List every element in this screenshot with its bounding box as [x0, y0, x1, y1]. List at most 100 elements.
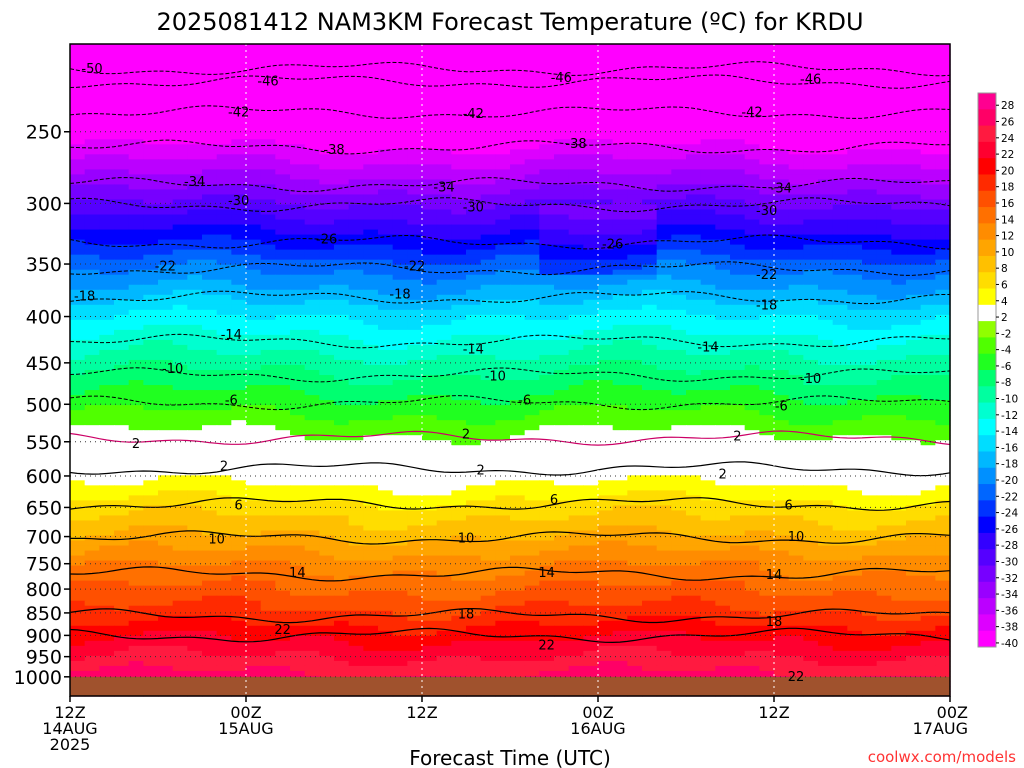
temperature-cell — [466, 134, 482, 140]
temperature-cell — [392, 84, 408, 90]
temperature-cell — [495, 224, 511, 231]
temperature-cell — [891, 189, 907, 196]
temperature-cell — [128, 420, 144, 426]
temperature-cell — [290, 129, 306, 135]
temperature-cell — [568, 284, 584, 291]
temperature-cell — [524, 274, 540, 281]
temperature-cell — [862, 214, 878, 221]
temperature-cell — [730, 69, 746, 75]
temperature-cell — [598, 334, 614, 341]
temperature-cell — [510, 309, 526, 316]
temperature-cell — [275, 304, 291, 311]
temperature-cell — [700, 269, 716, 276]
temperature-cell — [260, 134, 276, 140]
temperature-cell — [114, 304, 130, 311]
temperature-cell — [392, 229, 408, 236]
temperature-cell — [246, 334, 262, 341]
temperature-cell — [246, 134, 262, 140]
temperature-cell — [84, 89, 100, 95]
temperature-cell — [466, 149, 482, 155]
temperature-cell — [642, 364, 658, 371]
temperature-cell — [187, 364, 203, 371]
temperature-cell — [480, 179, 496, 186]
temperature-cell — [480, 194, 496, 201]
temperature-cell — [480, 354, 496, 361]
temperature-cell — [774, 69, 790, 75]
temperature-cell — [407, 385, 423, 391]
temperature-cell — [260, 274, 276, 281]
temperature-cell — [891, 299, 907, 306]
temperature-cell — [906, 334, 922, 341]
temperature-cell — [158, 109, 174, 115]
temperature-cell — [832, 189, 848, 196]
temperature-cell — [407, 174, 423, 181]
temperature-cell — [583, 64, 599, 70]
temperature-cell — [290, 79, 306, 85]
temperature-cell — [612, 430, 628, 436]
temperature-cell — [715, 214, 731, 221]
temperature-cell — [407, 354, 423, 361]
temperature-cell — [231, 410, 247, 416]
temperature-cell — [876, 329, 892, 336]
temperature-cell — [671, 194, 687, 201]
temperature-cell — [231, 84, 247, 90]
temperature-cell — [158, 400, 174, 406]
temperature-cell — [319, 415, 335, 421]
temperature-cell — [935, 249, 951, 256]
temperature-cell — [436, 314, 452, 321]
temperature-cell — [876, 199, 892, 206]
temperature-cell — [392, 219, 408, 226]
temperature-cell — [510, 239, 526, 246]
temperature-cell — [539, 99, 555, 105]
temperature-cell — [290, 420, 306, 426]
temperature-cell — [451, 284, 467, 291]
temperature-cell — [451, 264, 467, 271]
temperature-cell — [730, 400, 746, 406]
temperature-cell — [818, 109, 834, 115]
temperature-cell — [832, 154, 848, 160]
temperature-cell — [363, 184, 379, 191]
temperature-cell — [876, 319, 892, 326]
temperature-cell — [539, 104, 555, 110]
temperature-cell — [832, 370, 848, 376]
temperature-cell — [436, 364, 452, 371]
temperature-cell — [598, 94, 614, 100]
temperature-cell — [84, 284, 100, 291]
temperature-cell — [231, 164, 247, 170]
temperature-cell — [187, 430, 203, 436]
temperature-cell — [847, 390, 863, 396]
temperature-cell — [392, 400, 408, 406]
temperature-cell — [774, 440, 790, 446]
temperature-cell — [803, 309, 819, 316]
temperature-cell — [539, 344, 555, 351]
temperature-cell — [524, 349, 540, 356]
temperature-cell — [612, 344, 628, 351]
temperature-cell — [128, 314, 144, 321]
temperature-cell — [70, 224, 86, 231]
temperature-cell — [99, 214, 115, 221]
temperature-cell — [378, 104, 394, 110]
temperature-cell — [231, 455, 247, 461]
temperature-cell — [99, 184, 115, 191]
temperature-cell — [818, 229, 834, 236]
temperature-cell — [759, 364, 775, 371]
temperature-cell — [774, 114, 790, 120]
temperature-cell — [392, 79, 408, 85]
temperature-cell — [422, 179, 438, 186]
temperature-cell — [730, 385, 746, 391]
temperature-cell — [847, 334, 863, 341]
temperature-cell — [847, 279, 863, 286]
temperature-cell — [158, 455, 174, 461]
temperature-cell — [715, 354, 731, 361]
temperature-cell — [862, 194, 878, 201]
temperature-cell — [466, 415, 482, 421]
temperature-cell — [832, 74, 848, 80]
temperature-cell — [612, 199, 628, 206]
temperature-cell — [730, 214, 746, 221]
temperature-cell — [422, 79, 438, 85]
temperature-cell — [715, 244, 731, 251]
temperature-cell — [554, 219, 570, 226]
temperature-cell — [231, 274, 247, 281]
temperature-cell — [788, 425, 804, 431]
temperature-cell — [935, 229, 951, 236]
